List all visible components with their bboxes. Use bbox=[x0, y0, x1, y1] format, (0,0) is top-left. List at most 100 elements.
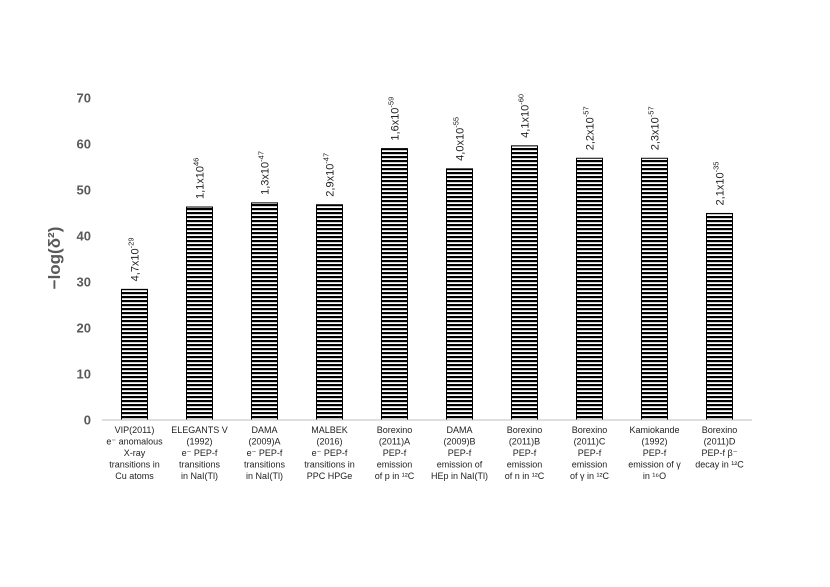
data-label-mantissa: 2,2x10 bbox=[585, 117, 597, 150]
category-label-line: (2011)D bbox=[704, 437, 736, 447]
y-tick-label: 0 bbox=[84, 413, 91, 428]
category-label: Borexino (2011)C PEP-f emission of γ in ¹²C bbox=[570, 425, 610, 481]
category-label-line: (2011)B bbox=[509, 437, 540, 447]
category-label-line: e⁻ PEP-f bbox=[312, 448, 348, 458]
data-label-mantissa: 4,1x10 bbox=[520, 105, 532, 138]
category-label-line: DAMA bbox=[251, 425, 277, 435]
category-label-line: PPC HPGe bbox=[307, 471, 353, 481]
bar bbox=[446, 168, 473, 421]
data-label-exponent: -47 bbox=[322, 153, 331, 164]
category-label-line: X-ray bbox=[124, 448, 146, 458]
bars bbox=[121, 145, 733, 421]
category-label-line: HEp in NaI(Tl) bbox=[431, 471, 488, 481]
category-label: DAMA (2009)A e⁻ PEP-f transitions in NaI(Tl) bbox=[244, 425, 286, 481]
bar bbox=[641, 157, 668, 421]
category-label-line: emission bbox=[507, 460, 543, 470]
category-label-line: transitions bbox=[244, 460, 286, 470]
data-label: 2,3x10-57 bbox=[647, 106, 662, 150]
data-label-mantissa: 1,6x10 bbox=[390, 108, 402, 141]
y-tick-label: 20 bbox=[77, 321, 91, 336]
category-label-line: MALBEK bbox=[311, 425, 348, 435]
data-label-exponent: -57 bbox=[582, 106, 591, 117]
category-label-line: Borexino bbox=[702, 425, 738, 435]
data-label: 2,1x10-35 bbox=[712, 162, 727, 206]
data-label: 4,7x10-29 bbox=[127, 237, 142, 281]
y-tick-label: 10 bbox=[77, 367, 91, 382]
category-label-line: Cu atoms bbox=[115, 471, 154, 481]
bar bbox=[511, 145, 538, 421]
bar bbox=[316, 204, 343, 421]
category-label-line: decay in ¹²C bbox=[695, 460, 744, 470]
data-label: 1,6x10-59 bbox=[387, 97, 402, 141]
y-tick-label: 60 bbox=[77, 137, 91, 152]
data-label: 1,1x1046 bbox=[192, 158, 207, 199]
category-label: Borexino (2011)D PEP-f β⁻ decay in ¹²C bbox=[695, 425, 744, 470]
category-label: VIP(2011) e⁻ anomalous X-ray transitions in… bbox=[106, 425, 163, 481]
category-label-line: (2016) bbox=[316, 437, 342, 447]
category-label-line: of γ in ¹²C bbox=[570, 471, 610, 481]
category-label-line: DAMA bbox=[446, 425, 472, 435]
category-label-line: emission bbox=[377, 460, 413, 470]
category-label-line: (2011)C bbox=[574, 437, 606, 447]
category-label-line: PEP-f β⁻ bbox=[702, 448, 738, 458]
category-label-line: PEP-f bbox=[578, 448, 602, 458]
category-label: Borexino (2011)A PEP-f emission of p in ¹²C bbox=[375, 425, 415, 481]
data-label-mantissa: 1,1x10 bbox=[195, 166, 207, 199]
category-label-line: (1992) bbox=[186, 437, 212, 447]
data-label: 2,2x10-57 bbox=[582, 106, 597, 150]
data-label-exponent: -55 bbox=[452, 117, 461, 128]
category-label: MALBEK (2016) e⁻ PEP-f transitions in PPC HP… bbox=[304, 425, 355, 481]
data-label-exponent: -35 bbox=[712, 162, 721, 173]
data-label-exponent: -59 bbox=[387, 97, 396, 108]
category-label: ELEGANTS V (1992) e⁻ PEP-f transitions in Na… bbox=[171, 425, 228, 481]
category-label-line: of n in ¹²C bbox=[505, 471, 545, 481]
category-label-line: Borexino bbox=[377, 425, 413, 435]
data-label-mantissa: 4,7x10 bbox=[130, 248, 142, 281]
category-label-line: VIP(2011) bbox=[115, 425, 155, 435]
data-label: 2,9x10-47 bbox=[322, 153, 337, 197]
category-label-line: emission of bbox=[437, 460, 483, 470]
category-label-line: emission of γ bbox=[628, 460, 681, 470]
category-label-line: transitions bbox=[179, 460, 221, 470]
category-label-line: ELEGANTS V bbox=[171, 425, 228, 435]
data-label-mantissa: 2,1x10 bbox=[715, 172, 727, 205]
data-label-exponent: -60 bbox=[517, 94, 526, 105]
y-axis-ticks: 0 10 20 30 40 50 60 70 bbox=[77, 91, 91, 428]
category-label-line: in NaI(Tl) bbox=[246, 471, 283, 481]
category-label-line: (2011)A bbox=[379, 437, 410, 447]
category-labels: VIP(2011) e⁻ anomalous X-ray transitions in… bbox=[106, 425, 744, 481]
data-label: 1,3x10-47 bbox=[257, 151, 272, 195]
bar bbox=[576, 157, 603, 421]
y-tick-label: 30 bbox=[77, 275, 91, 290]
category-label-line: PEP-f bbox=[383, 448, 407, 458]
data-label-mantissa: 2,9x10 bbox=[325, 164, 337, 197]
category-label-line: PEP-f bbox=[643, 448, 667, 458]
category-label-line: transitions in bbox=[304, 460, 355, 470]
category-label-line: emission bbox=[572, 460, 608, 470]
category-label-line: (2009)A bbox=[248, 437, 280, 447]
data-label-exponent: -57 bbox=[647, 106, 656, 117]
category-label-line: of p in ¹²C bbox=[375, 471, 415, 481]
bar bbox=[186, 206, 213, 421]
category-label-line: Borexino bbox=[507, 425, 543, 435]
bar bbox=[381, 148, 408, 421]
data-label-exponent: -29 bbox=[127, 237, 136, 248]
bar bbox=[251, 202, 278, 421]
y-axis-label: −log(δ²) bbox=[45, 227, 64, 290]
category-label-line: PEP-f bbox=[513, 448, 537, 458]
data-label-exponent: 46 bbox=[192, 158, 201, 166]
y-tick-label: 70 bbox=[77, 91, 91, 106]
category-label-line: Kamiokande bbox=[629, 425, 679, 435]
category-label-line: Borexino bbox=[572, 425, 608, 435]
data-label-mantissa: 4,0x10 bbox=[455, 128, 467, 161]
category-label: DAMA (2009)B PEP-f emission of HEp in NaI(Tl… bbox=[431, 425, 488, 481]
category-label-line: e⁻ PEP-f bbox=[182, 448, 218, 458]
data-label-exponent: -47 bbox=[257, 151, 266, 162]
bar bbox=[706, 212, 733, 421]
category-label-line: in NaI(Tl) bbox=[181, 471, 218, 481]
y-tick-label: 50 bbox=[77, 183, 91, 198]
category-label: Borexino (2011)B PEP-f emission of n in ¹²C bbox=[505, 425, 545, 481]
category-label: Kamiokande (1992) PEP-f emission of γ in ¹⁶O bbox=[628, 425, 681, 481]
y-tick-label: 40 bbox=[77, 229, 91, 244]
